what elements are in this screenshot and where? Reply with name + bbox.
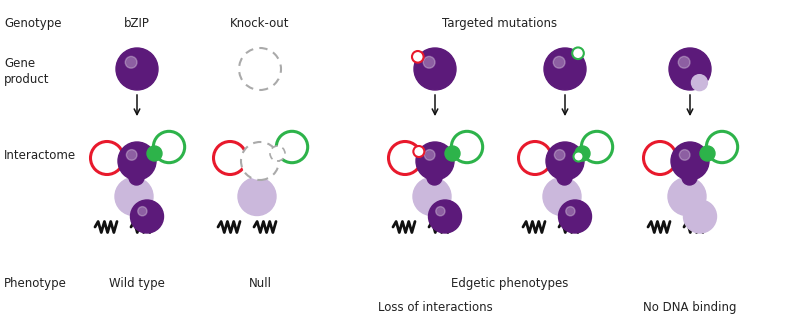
Circle shape <box>241 142 279 180</box>
Text: Genotype: Genotype <box>4 17 61 30</box>
Circle shape <box>427 170 442 185</box>
Circle shape <box>430 173 435 177</box>
Circle shape <box>546 142 584 180</box>
Circle shape <box>543 177 581 216</box>
Circle shape <box>519 142 552 174</box>
Circle shape <box>682 170 697 185</box>
Text: Knock-out: Knock-out <box>230 17 290 30</box>
Circle shape <box>423 56 435 68</box>
Circle shape <box>445 146 460 161</box>
Circle shape <box>238 177 276 216</box>
Circle shape <box>669 48 711 90</box>
Text: Edgetic phenotypes: Edgetic phenotypes <box>451 277 568 290</box>
Circle shape <box>679 150 690 160</box>
Circle shape <box>276 131 308 163</box>
Circle shape <box>678 56 690 68</box>
Circle shape <box>126 56 137 68</box>
Text: Wild type: Wild type <box>109 277 165 290</box>
Circle shape <box>644 142 677 174</box>
Circle shape <box>544 48 586 90</box>
Circle shape <box>413 177 451 216</box>
Circle shape <box>451 131 483 163</box>
Circle shape <box>126 150 137 160</box>
Circle shape <box>414 48 456 90</box>
Text: No DNA binding: No DNA binding <box>643 301 737 314</box>
Circle shape <box>133 173 137 177</box>
Text: Null: Null <box>249 277 272 290</box>
Circle shape <box>575 146 590 161</box>
Circle shape <box>270 146 285 161</box>
Circle shape <box>706 131 738 163</box>
Circle shape <box>116 48 158 90</box>
Circle shape <box>239 48 281 90</box>
Circle shape <box>214 142 246 174</box>
Text: Targeted mutations: Targeted mutations <box>443 17 557 30</box>
Circle shape <box>412 51 424 63</box>
Circle shape <box>685 173 689 177</box>
Circle shape <box>118 142 156 180</box>
Circle shape <box>153 131 184 163</box>
Circle shape <box>130 200 163 233</box>
Circle shape <box>416 142 454 180</box>
Circle shape <box>572 48 584 59</box>
Circle shape <box>414 146 425 157</box>
Text: bZIP: bZIP <box>124 17 150 30</box>
Text: Gene
product: Gene product <box>4 57 49 86</box>
Text: Loss of interactions: Loss of interactions <box>378 301 492 314</box>
Circle shape <box>553 56 565 68</box>
Circle shape <box>582 131 612 163</box>
Circle shape <box>436 207 445 216</box>
Circle shape <box>566 207 575 216</box>
Circle shape <box>425 150 435 160</box>
Circle shape <box>137 207 147 216</box>
Text: Phenotype: Phenotype <box>4 277 67 290</box>
Circle shape <box>692 75 707 91</box>
Circle shape <box>147 146 162 161</box>
Circle shape <box>115 177 153 216</box>
Circle shape <box>554 150 565 160</box>
Circle shape <box>684 200 717 233</box>
Circle shape <box>700 146 715 161</box>
Circle shape <box>574 152 583 161</box>
Text: Interactome: Interactome <box>4 149 76 162</box>
Circle shape <box>389 142 422 174</box>
Circle shape <box>557 170 572 185</box>
Circle shape <box>429 200 462 233</box>
Circle shape <box>671 142 709 180</box>
Circle shape <box>129 170 144 185</box>
Circle shape <box>90 142 123 174</box>
Circle shape <box>558 200 592 233</box>
Circle shape <box>668 177 706 216</box>
Circle shape <box>560 173 564 177</box>
